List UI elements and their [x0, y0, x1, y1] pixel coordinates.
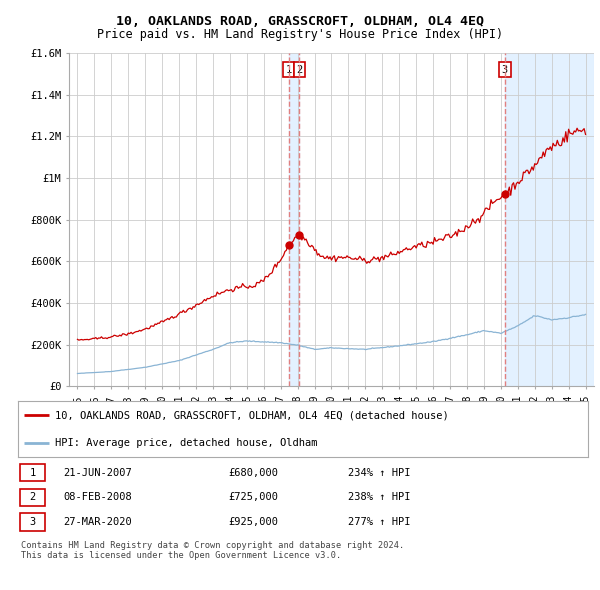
Text: Price paid vs. HM Land Registry's House Price Index (HPI): Price paid vs. HM Land Registry's House …: [97, 28, 503, 41]
Text: 10, OAKLANDS ROAD, GRASSCROFT, OLDHAM, OL4 4EQ (detached house): 10, OAKLANDS ROAD, GRASSCROFT, OLDHAM, O…: [55, 410, 449, 420]
Text: £680,000: £680,000: [228, 468, 278, 477]
Text: 2: 2: [29, 493, 35, 502]
Text: HPI: Average price, detached house, Oldham: HPI: Average price, detached house, Oldh…: [55, 438, 317, 448]
Text: 238% ↑ HPI: 238% ↑ HPI: [348, 493, 410, 502]
Text: Contains HM Land Registry data © Crown copyright and database right 2024.: Contains HM Land Registry data © Crown c…: [21, 541, 404, 550]
Text: 1: 1: [29, 468, 35, 477]
Text: 10, OAKLANDS ROAD, GRASSCROFT, OLDHAM, OL4 4EQ: 10, OAKLANDS ROAD, GRASSCROFT, OLDHAM, O…: [116, 15, 484, 28]
Bar: [505, 53, 594, 386]
Text: 3: 3: [502, 65, 508, 75]
Text: 27-MAR-2020: 27-MAR-2020: [63, 517, 132, 527]
Text: 21-JUN-2007: 21-JUN-2007: [63, 468, 132, 477]
Text: 277% ↑ HPI: 277% ↑ HPI: [348, 517, 410, 527]
Bar: [289, 53, 299, 386]
Text: 234% ↑ HPI: 234% ↑ HPI: [348, 468, 410, 477]
Text: £925,000: £925,000: [228, 517, 278, 527]
Text: £725,000: £725,000: [228, 493, 278, 502]
Text: 08-FEB-2008: 08-FEB-2008: [63, 493, 132, 502]
Text: 1: 1: [286, 65, 292, 75]
Text: This data is licensed under the Open Government Licence v3.0.: This data is licensed under the Open Gov…: [21, 552, 341, 560]
Text: 3: 3: [29, 517, 35, 527]
Text: 2: 2: [296, 65, 302, 75]
